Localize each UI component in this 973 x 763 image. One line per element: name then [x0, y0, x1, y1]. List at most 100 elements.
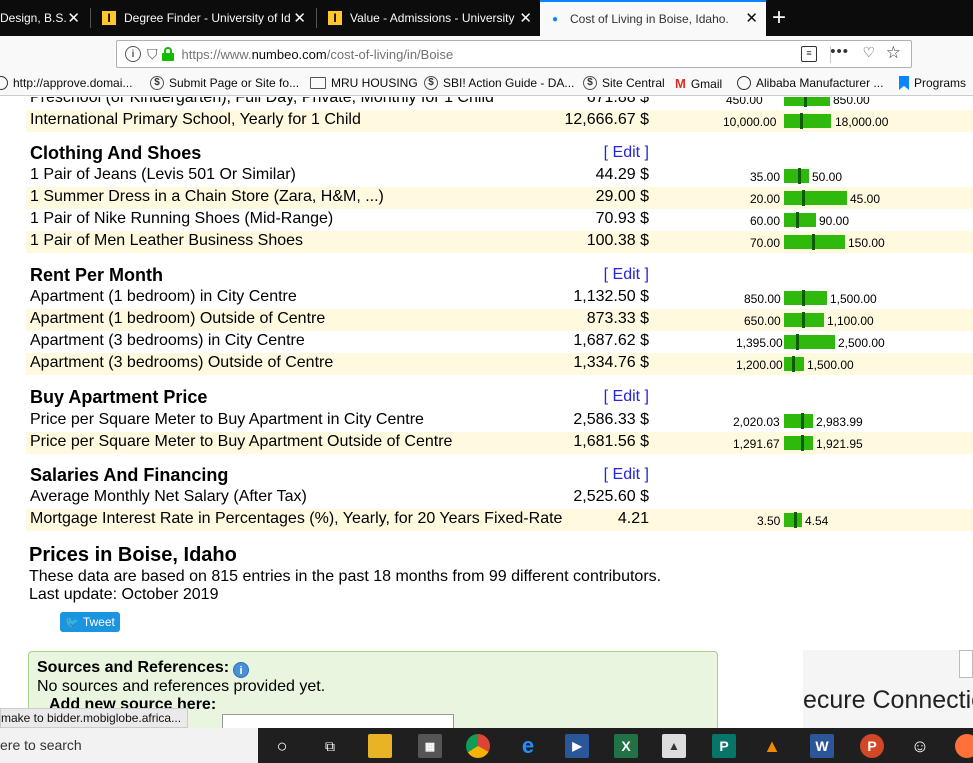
range-max: 4.54 [805, 514, 829, 528]
status-link-preview: make to bidder.mobiglobe.africa... [0, 708, 189, 728]
cortana-icon[interactable]: ○ [276, 735, 288, 756]
chrome-icon[interactable] [466, 734, 490, 758]
media-player-icon[interactable]: ▶ [565, 734, 589, 758]
url-text[interactable]: https://www.numbeo.com/cost-of-living/in… [181, 46, 454, 62]
table-row: 1 Pair of Jeans (Levis 501 Or Similar) 4… [26, 165, 973, 187]
table-row: Price per Square Meter to Buy Apartment … [26, 410, 973, 432]
info-icon[interactable]: i [125, 46, 141, 62]
source-input[interactable] [222, 714, 454, 728]
item-price: 1,681.56 $ [573, 433, 649, 450]
edge-icon[interactable]: e [521, 733, 535, 758]
ad-choices-icon[interactable] [959, 650, 973, 678]
prices-heading: Prices in Boise, Idaho [29, 544, 237, 566]
close-icon[interactable]: ✕ [67, 10, 80, 27]
tab-value-admissions[interactable]: I Value - Admissions - University ✕ [318, 0, 540, 36]
bookmark-label: MRU HOUSING [331, 76, 418, 90]
nav-bar: i ⛉ https://www.numbeo.com/cost-of-livin… [0, 36, 973, 72]
category-header: Rent Per Month [ Edit ] [26, 265, 973, 287]
windows-taskbar: ere to search ○ ⧉ ▦ e ▶ X ▲ P ▲ W P ☺ [0, 728, 973, 763]
dot-icon: ● [551, 13, 559, 25]
bookmark-item[interactable]: $ Submit Page or Site fo... [150, 76, 299, 90]
page-content: Preschool (or Kindergarten), Full Day, P… [0, 97, 973, 728]
calculator-icon[interactable]: ▦ [418, 734, 442, 758]
range-fill [784, 513, 802, 527]
range-min: 850.00 [744, 292, 781, 306]
range-avg-marker [800, 113, 803, 129]
range-fill [784, 213, 816, 227]
bookmark-item[interactable]: Alibaba Manufacturer ... [737, 76, 883, 90]
range-avg-marker [794, 512, 797, 528]
range-min: 70.00 [750, 236, 781, 250]
table-row: Apartment (3 bedrooms) Outside of Centre… [26, 353, 973, 375]
sources-heading: Sources and References: i [37, 659, 250, 678]
item-label: 1 Summer Dress in a Chain Store (Zara, H… [30, 188, 384, 205]
item-price: 12,666.67 $ [564, 111, 649, 128]
tab-design[interactable]: Design, B.S. ✕ [0, 0, 88, 36]
table-row: Mortgage Interest Rate in Percentages (%… [26, 509, 973, 531]
bookmark-label: Alibaba Manufacturer ... [756, 76, 884, 90]
edit-link[interactable]: [ Edit ] [603, 388, 649, 405]
globe-icon [0, 76, 8, 90]
table-row: 1 Pair of Nike Running Shoes (Mid-Range)… [26, 209, 973, 231]
item-label: 1 Pair of Jeans (Levis 501 Or Similar) [30, 166, 296, 183]
last-update: Last update: October 2019 [29, 586, 219, 603]
photos-icon[interactable]: ▲ [662, 734, 686, 758]
range-max: 1,921.95 [816, 437, 863, 451]
close-icon[interactable]: ✕ [745, 10, 758, 27]
range-min: 450.00 [726, 97, 763, 107]
taskbar-search[interactable]: ere to search [0, 728, 258, 763]
bookmark-item[interactable]: $ Site Central [583, 76, 665, 90]
new-tab-icon[interactable]: + [772, 4, 787, 31]
lock-icon[interactable] [161, 47, 174, 61]
item-price: 70.93 $ [595, 210, 649, 227]
range-min: 1,200.00 [736, 358, 783, 372]
table-row: Apartment (1 bedroom) Outside of Centre … [26, 309, 973, 331]
file-explorer-icon[interactable] [368, 734, 392, 758]
tab-degree-finder[interactable]: I Degree Finder - University of Id ✕ [92, 0, 314, 36]
smiley-app-icon[interactable]: ☺ [910, 735, 930, 756]
twitter-icon: 🐦 [65, 616, 79, 629]
category-title: Rent Per Month [30, 265, 163, 285]
category-title: Buy Apartment Price [30, 387, 208, 407]
edit-link[interactable]: [ Edit ] [603, 144, 649, 161]
info-icon[interactable]: i [233, 662, 250, 678]
ad-banner[interactable]: ecure Connection [803, 650, 973, 728]
page-actions-icon[interactable]: ••• [830, 43, 849, 60]
tweet-button[interactable]: 🐦 Tweet [60, 612, 120, 632]
range-min: 60.00 [750, 214, 781, 228]
pocket-icon[interactable]: ♡ [862, 44, 875, 60]
range-fill [784, 97, 830, 106]
bookmark-item[interactable]: MRU HOUSING [310, 76, 418, 90]
edit-link[interactable]: [ Edit ] [603, 266, 649, 283]
firefox-icon[interactable] [955, 734, 973, 758]
range-avg-marker [792, 356, 795, 372]
ad-text: ecure Connection [803, 686, 973, 714]
close-icon[interactable]: ✕ [519, 10, 532, 27]
range-max: 2,500.00 [838, 336, 885, 350]
publisher-icon[interactable]: P [712, 734, 736, 758]
reader-view-icon[interactable]: ≡ [801, 46, 817, 62]
table-row: Preschool (or Kindergarten), Full Day, P… [26, 97, 973, 110]
range-avg-marker [802, 190, 805, 206]
shield-icon[interactable]: ⛉ [147, 45, 158, 62]
excel-icon[interactable]: X [614, 734, 638, 758]
range-min: 20.00 [750, 192, 781, 206]
vlc-icon[interactable]: ▲ [763, 735, 781, 756]
bookmark-item[interactable]: Programs [899, 76, 966, 90]
powerpoint-icon[interactable]: P [860, 734, 884, 758]
bookmark-item[interactable]: http://approve.domai... [0, 76, 132, 90]
edit-link[interactable]: [ Edit ] [603, 466, 649, 483]
university-idaho-icon: I [102, 11, 116, 25]
tab-cost-of-living[interactable]: ● Cost of Living in Boise, Idaho. C ✕ [540, 0, 766, 36]
word-icon[interactable]: W [810, 734, 834, 758]
close-icon[interactable]: ✕ [293, 10, 306, 27]
bookmark-item[interactable]: M Gmail [675, 76, 722, 91]
bookmark-star-icon[interactable]: ☆ [885, 43, 901, 62]
task-view-icon[interactable]: ⧉ [325, 737, 335, 754]
bookmark-item[interactable]: $ SBI! Action Guide - DA... [424, 76, 574, 90]
item-price: 1,687.62 $ [573, 332, 649, 349]
url-bar[interactable]: i ⛉ https://www.numbeo.com/cost-of-livin… [116, 40, 912, 68]
table-row: Apartment (3 bedrooms) in City Centre 1,… [26, 331, 973, 353]
tab-label: Value - Admissions - University [350, 11, 515, 25]
bookmark-label: SBI! Action Guide - DA... [443, 76, 575, 90]
